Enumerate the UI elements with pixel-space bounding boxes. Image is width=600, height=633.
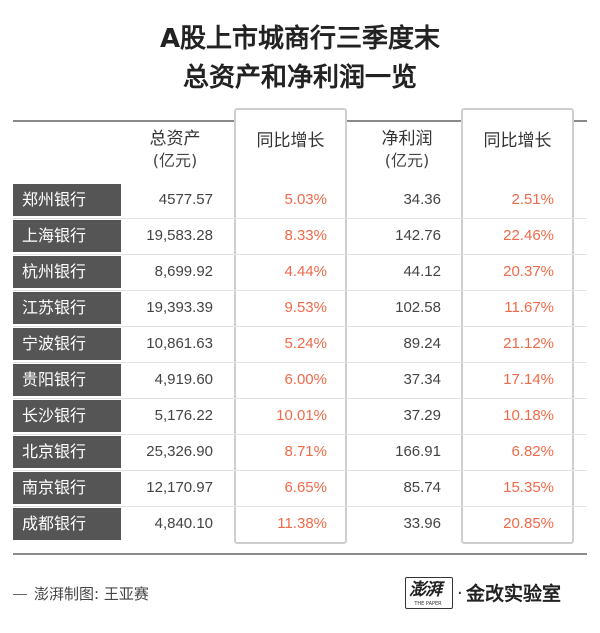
assets-yoy-value: 5.03%	[284, 191, 327, 208]
table-row: 江苏银行 19,393.39 9.53% 102.58 11.67%	[13, 292, 587, 327]
bank-name-label: 南京银行	[13, 472, 121, 504]
profit-yoy-value: 15.35%	[503, 479, 554, 496]
header-total-assets: 总资产 (亿元)	[130, 128, 220, 172]
bank-name-label: 贵阳银行	[13, 364, 121, 396]
assets-yoy-value: 11.38%	[277, 515, 327, 532]
row-separator	[13, 470, 587, 471]
logo-small-text: THE PAPER	[414, 601, 442, 607]
net-profit-value: 142.76	[395, 227, 441, 244]
bank-name-label: 宁波银行	[13, 328, 121, 360]
table-row: 长沙银行 5,176.22 10.01% 37.29 10.18%	[13, 400, 587, 435]
header-profit-yoy: 同比增长	[483, 131, 552, 151]
table-row: 上海银行 19,583.28 8.33% 142.76 22.46%	[13, 220, 587, 255]
assets-yoy-value: 8.33%	[284, 227, 327, 244]
assets-yoy-value: 6.00%	[284, 371, 327, 388]
row-separator	[13, 398, 587, 399]
total-assets-value: 10,861.63	[146, 335, 213, 352]
net-profit-value: 102.58	[395, 299, 441, 316]
row-separator	[13, 506, 587, 507]
row-separator	[13, 290, 587, 291]
profit-yoy-value: 11.67%	[504, 299, 554, 316]
assets-yoy-value: 8.71%	[284, 443, 327, 460]
row-separator	[13, 434, 587, 435]
total-assets-value: 4,840.10	[154, 515, 213, 532]
net-profit-value: 85.74	[403, 479, 441, 496]
net-profit-value: 44.12	[403, 263, 441, 280]
assets-yoy-value: 10.01%	[276, 407, 327, 424]
profit-yoy-value: 22.46%	[503, 227, 554, 244]
credit-text: 澎湃制图: 王亚赛	[34, 585, 149, 603]
assets-yoy-value: 9.53%	[284, 299, 327, 316]
chart-title-line-1: A股上市城商行三季度末	[159, 24, 441, 54]
header-net-profit-unit: (亿元)	[384, 151, 430, 170]
bank-name-label: 北京银行	[13, 436, 121, 468]
net-profit-value: 89.24	[403, 335, 441, 352]
header-total-assets-label: 总资产	[149, 129, 201, 149]
table-row: 杭州银行 8,699.92 4.44% 44.12 20.37%	[13, 256, 587, 291]
net-profit-value: 34.36	[403, 191, 441, 208]
profit-yoy-value: 10.18%	[503, 407, 554, 424]
net-profit-value: 33.96	[403, 515, 441, 532]
net-profit-value: 166.91	[395, 443, 441, 460]
total-assets-value: 4577.57	[158, 191, 213, 208]
thepaper-logo-seal: 澎湃 THE PAPER	[405, 577, 453, 609]
header-net-profit-label: 净利润	[381, 129, 433, 149]
assets-yoy-value: 4.44%	[284, 263, 327, 280]
row-separator	[13, 254, 587, 255]
assets-yoy-value: 6.65%	[284, 479, 327, 496]
profit-yoy-value: 17.14%	[503, 371, 554, 388]
row-separator	[13, 218, 587, 219]
logo-separator-dot: ·	[457, 583, 463, 604]
header-assets-yoy: 同比增长	[256, 131, 325, 151]
credit-dash	[13, 594, 27, 595]
bottom-divider	[13, 553, 587, 555]
profit-yoy-value: 20.85%	[503, 515, 554, 532]
total-assets-value: 5,176.22	[154, 407, 213, 424]
bank-name-label: 郑州银行	[13, 184, 121, 216]
table-row: 南京银行 12,170.97 6.65% 85.74 15.35%	[13, 472, 587, 507]
row-separator	[13, 326, 587, 327]
profit-yoy-value: 2.51%	[511, 191, 554, 208]
total-assets-value: 4,919.60	[154, 371, 213, 388]
profit-yoy-value: 21.12%	[503, 335, 554, 352]
table-row: 宁波银行 10,861.63 5.24% 89.24 21.12%	[13, 328, 587, 363]
table-row: 北京银行 25,326.90 8.71% 166.91 6.82%	[13, 436, 587, 471]
header-net-profit: 净利润 (亿元)	[362, 128, 452, 172]
total-assets-value: 12,170.97	[146, 479, 213, 496]
profit-yoy-value: 20.37%	[503, 263, 554, 280]
row-separator	[13, 362, 587, 363]
net-profit-value: 37.34	[403, 371, 441, 388]
total-assets-value: 19,583.28	[146, 227, 213, 244]
net-profit-value: 37.29	[403, 407, 441, 424]
bank-name-label: 杭州银行	[13, 256, 121, 288]
assets-yoy-value: 5.24%	[284, 335, 327, 352]
table-row: 郑州银行 4577.57 5.03% 34.36 2.51%	[13, 184, 587, 219]
total-assets-value: 19,393.39	[146, 299, 213, 316]
table-row: 贵阳银行 4,919.60 6.00% 37.34 17.14%	[13, 364, 587, 399]
bank-name-label: 江苏银行	[13, 292, 121, 324]
bank-name-label: 成都银行	[13, 508, 121, 540]
total-assets-value: 25,326.90	[146, 443, 213, 460]
total-assets-value: 8,699.92	[154, 263, 213, 280]
table-row: 成都银行 4,840.10 11.38% 33.96 20.85%	[13, 508, 587, 540]
header-total-assets-unit: (亿元)	[152, 151, 198, 170]
logo-brush-text: 澎湃	[409, 580, 442, 600]
profit-yoy-value: 6.82%	[511, 443, 554, 460]
logo-lab-name: 金改实验室	[466, 583, 562, 605]
bank-name-label: 长沙银行	[13, 400, 121, 432]
bank-name-label: 上海银行	[13, 220, 121, 252]
chart-title-line-2: 总资产和净利润一览	[182, 63, 417, 93]
